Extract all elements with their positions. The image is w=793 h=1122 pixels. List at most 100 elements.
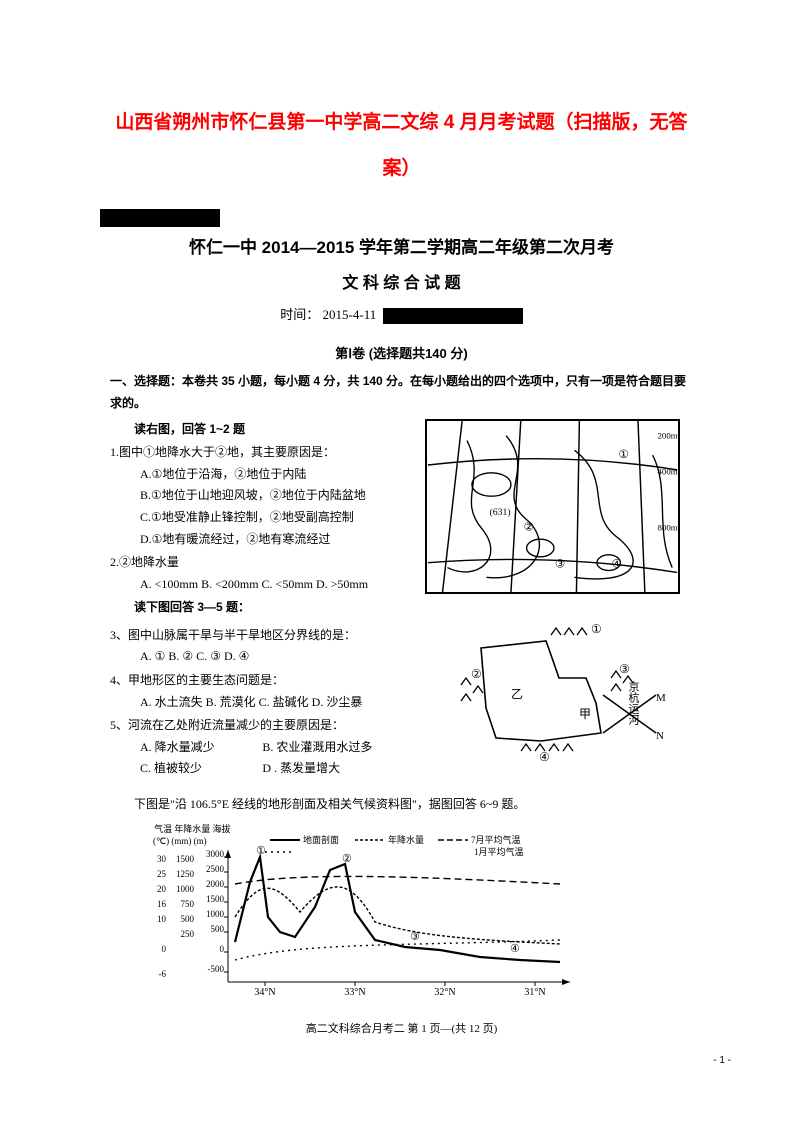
- svg-text:800mm: 800mm: [657, 522, 679, 532]
- svg-text:乙: 乙: [511, 687, 523, 701]
- section-instructions: 一、选择题：本卷共 35 小题，每小题 4 分，共 140 分。在每小题给出的四…: [110, 371, 693, 414]
- svg-text:25: 25: [157, 869, 167, 879]
- q4-opts: A. 水土流失 B. 荒漠化 C. 盐碱化 D. 沙尘暴: [110, 692, 415, 714]
- svg-text:③: ③: [555, 557, 566, 570]
- svg-text:M: M: [656, 692, 666, 704]
- chart-legend: 地面剖面 年降水量 7月平均气温 1月平均气温: [265, 834, 524, 857]
- svg-text:(631): (631): [489, 506, 510, 517]
- svg-text:500: 500: [181, 914, 195, 924]
- q1-opt-c: C.①地受准静止锋控制，②地受副高控制: [110, 507, 415, 529]
- svg-text:-6: -6: [159, 969, 167, 979]
- lon-label: 80°: [457, 419, 471, 421]
- exam-subtitle: 文 科 综 合 试 题: [110, 270, 693, 299]
- q2-opts: A. <100mm B. <200mm C. <50mm D. >50mm: [110, 574, 415, 596]
- svg-text:气温 年降水量 海拔: 气温 年降水量 海拔: [154, 823, 231, 834]
- question-4: 4、甲地形区的主要生态问题是：: [110, 670, 415, 692]
- svg-text:地面剖面: 地面剖面: [303, 834, 339, 845]
- q3-opts: A. ① B. ② C. ③ D. ④: [110, 646, 415, 668]
- page-number: - 1 -: [713, 1055, 731, 1066]
- map1-container: 80° 90° 95° 100° 200mm 400mm 800mm 40° 3…: [425, 419, 693, 594]
- exam-title: 怀仁一中 2014—2015 学年第二学期高二年级第二次月考: [110, 233, 693, 264]
- q5-opt-a: A. 降水量减少: [110, 737, 262, 759]
- svg-text:0: 0: [220, 944, 225, 954]
- questions-left-col-2: 3、图中山脉属干旱与半干旱地区分界线的是： A. ① B. ② C. ③ D. …: [110, 623, 415, 780]
- svg-text:①: ①: [618, 448, 629, 461]
- svg-text:1500: 1500: [176, 854, 195, 864]
- chart-caption: 下图是"沿 106.5°E 经线的地形剖面及相关气候资料图"，据图回答 6~9 …: [110, 794, 693, 816]
- svg-text:40°: 40°: [425, 457, 426, 468]
- svg-text:1000: 1000: [176, 884, 195, 894]
- svg-text:16: 16: [157, 899, 167, 909]
- question-5: 5、河流在乙处附近流量减少的主要原因是：: [110, 715, 415, 737]
- svg-text:-500: -500: [208, 964, 225, 974]
- read-fig-1-2: 读右图，回答 1~2 题: [110, 419, 415, 441]
- scanned-content: 怀仁一中 2014—2015 学年第二学期高二年级第二次月考 文 科 综 合 试…: [110, 209, 693, 1040]
- cross-section-chart: 气温 年降水量 海拔 (℃) (mm) (m) 30 25 20 16 10 0 -6 1…: [110, 822, 693, 1015]
- svg-text:1500: 1500: [206, 894, 225, 904]
- svg-text:N: N: [656, 730, 664, 742]
- svg-text:甲: 甲: [579, 707, 591, 721]
- exam-time: 时间： 2015-4-11: [110, 303, 693, 326]
- svg-text:②: ②: [471, 667, 482, 681]
- svg-text:95°: 95°: [566, 419, 580, 421]
- svg-text:(℃) (mm) (m): (℃) (mm) (m): [153, 836, 207, 846]
- q5-opt-d: D . 蒸发量增大: [262, 758, 414, 780]
- svg-text:④: ④: [510, 943, 520, 955]
- svg-text:34°N: 34°N: [254, 987, 275, 998]
- redaction-mark: [383, 308, 523, 324]
- svg-text:33°N: 33°N: [344, 987, 365, 998]
- svg-text:32°N: 32°N: [434, 987, 455, 998]
- svg-text:①: ①: [591, 623, 602, 636]
- svg-text:2000: 2000: [206, 879, 225, 889]
- svg-text:90°: 90°: [514, 419, 528, 421]
- question-1: 1.图中①地降水大于②地，其主要原因是：: [110, 442, 415, 464]
- svg-text:200mm: 200mm: [657, 430, 679, 440]
- cross-section-chart-svg: 气温 年降水量 海拔 (℃) (mm) (m) 30 25 20 16 10 0 -6 1…: [150, 822, 580, 1007]
- svg-text:京杭运河: 京杭运河: [627, 680, 640, 725]
- svg-text:3000: 3000: [206, 849, 225, 859]
- svg-text:①: ①: [256, 845, 266, 857]
- svg-text:100°: 100°: [628, 419, 647, 421]
- doc-title-line2: 案）: [110, 146, 693, 192]
- svg-text:③: ③: [410, 931, 420, 943]
- svg-text:0: 0: [162, 944, 167, 954]
- svg-text:②: ②: [342, 853, 352, 865]
- svg-text:④: ④: [611, 557, 622, 570]
- mountain-icons: [461, 628, 633, 751]
- svg-text:1月平均气温: 1月平均气温: [474, 846, 524, 857]
- juan-header: 第Ⅰ卷 (选择题共140 分): [110, 342, 693, 365]
- map2-container: ① ② ③ ④ 甲 乙 京杭运河 M N: [425, 623, 693, 763]
- exam-footer: 高二文科综合月考二 第 1 页—(共 12 页): [110, 1020, 693, 1040]
- question-2: 2.②地降水量: [110, 552, 415, 574]
- svg-text:③: ③: [619, 662, 630, 676]
- svg-text:年降水量: 年降水量: [388, 834, 424, 845]
- schematic-region-svg: ① ② ③ ④ 甲 乙 京杭运河 M N: [451, 623, 666, 763]
- svg-text:1000: 1000: [206, 909, 225, 919]
- precipitation-map-svg: 80° 90° 95° 100° 200mm 400mm 800mm 40° 3…: [425, 419, 680, 594]
- svg-text:250: 250: [181, 929, 195, 939]
- q1-opt-a: A.①地位于沿海，②地位于内陆: [110, 464, 415, 486]
- question-3: 3、图中山脉属干旱与半干旱地区分界线的是：: [110, 625, 415, 647]
- svg-text:2500: 2500: [206, 864, 225, 874]
- svg-text:20: 20: [157, 884, 167, 894]
- doc-title-line1: 山西省朔州市怀仁县第一中学高二文综 4 月月考试题（扫描版，无答: [110, 100, 693, 146]
- q1-opt-b: B.①地位于山地迎风坡，②地位于内陆盆地: [110, 485, 415, 507]
- exam-time-value: 2015-4-11: [323, 307, 377, 322]
- y-axis-ticks: 302520 16100-6 150012501000 750500250 30…: [157, 849, 225, 979]
- svg-text:400mm: 400mm: [657, 466, 679, 476]
- exam-time-label: 时间：: [280, 307, 319, 322]
- questions-left-col: 读右图，回答 1~2 题 1.图中①地降水大于②地，其主要原因是： A.①地位于…: [110, 419, 415, 619]
- read-fig-3-5: 读下图回答 3—5 题：: [110, 597, 415, 619]
- svg-text:500: 500: [211, 924, 225, 934]
- svg-text:10: 10: [157, 914, 167, 924]
- svg-text:31°N: 31°N: [524, 987, 545, 998]
- q1-opt-d: D.①地有暖流经过，②地有寒流经过: [110, 529, 415, 551]
- svg-text:30: 30: [157, 854, 167, 864]
- redaction-mark: [100, 209, 220, 227]
- svg-text:750: 750: [181, 899, 195, 909]
- svg-text:④: ④: [539, 750, 550, 763]
- q5-opt-c: C. 植被较少: [110, 758, 262, 780]
- svg-text:30°: 30°: [425, 557, 426, 568]
- page: 山西省朔州市怀仁县第一中学高二文综 4 月月考试题（扫描版，无答 案） 怀仁一中…: [0, 0, 793, 1070]
- svg-text:②: ②: [524, 520, 535, 533]
